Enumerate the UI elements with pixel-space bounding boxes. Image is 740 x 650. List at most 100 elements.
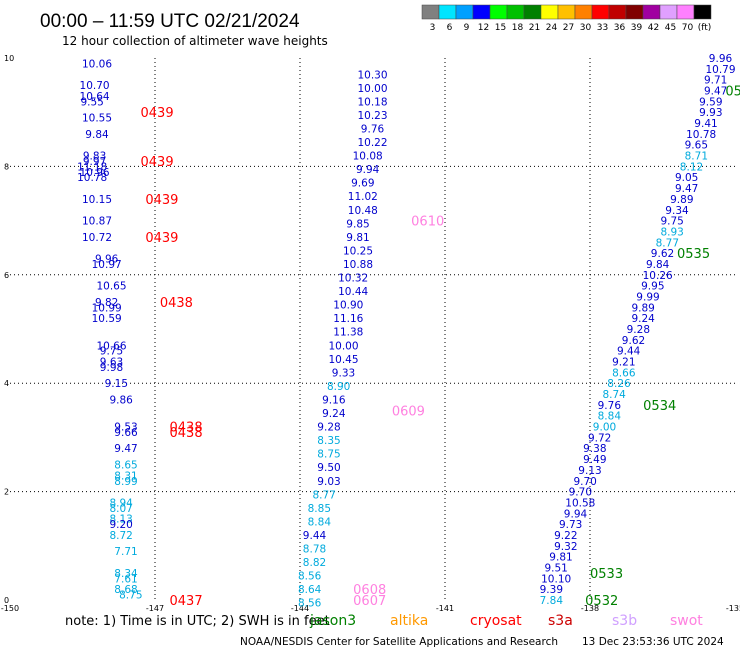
x-tick-label: -144 [291, 604, 309, 613]
wave-height-point: 9.13 [578, 465, 601, 477]
colorbar-swatch [472, 4, 491, 20]
colorbar-swatch [489, 4, 508, 20]
x-tick-label: -138 [581, 604, 599, 613]
wave-height-point: 9.84 [85, 129, 109, 141]
wave-height-point: 9.83 [83, 151, 106, 163]
wave-height-point: 9.55 [80, 96, 103, 108]
wave-height-point: 7.84 [540, 595, 564, 607]
wave-height-point: 9.22 [554, 530, 577, 542]
y-tick-label: 4 [4, 379, 9, 388]
wave-height-point: 8.90 [327, 381, 350, 393]
wave-height-point: 9.63 [100, 357, 123, 369]
pass-number-label: 053 [725, 85, 740, 100]
wave-height-point: 9.50 [317, 462, 340, 474]
colorbar-swatch [557, 4, 576, 20]
wave-height-point: 9.70 [573, 476, 596, 488]
wave-height-point: 9.66 [114, 427, 138, 439]
legend-item-s3a: s3a [548, 613, 573, 629]
pass-number-label: 0437 [170, 594, 203, 609]
wave-height-point: 10.00 [328, 340, 358, 352]
chart-subtitle: 12 hour collection of altimeter wave hei… [62, 34, 328, 48]
wave-height-point: 10.25 [343, 245, 373, 257]
wave-height-point: 8.84 [598, 411, 622, 423]
legend-item-s3b: s3b [612, 613, 637, 629]
colorbar-label: 33 [597, 23, 608, 33]
pass-number-label: 0609 [392, 404, 425, 419]
footer-credit: NOAA/NESDIS Center for Satellite Applica… [240, 636, 558, 648]
legend-item-jason3: jason3 [309, 613, 356, 629]
wave-height-point: 9.62 [651, 248, 674, 260]
colorbar-label: 42 [648, 23, 659, 33]
wave-height-point: 10.97 [92, 259, 122, 271]
wave-height-point: 10.32 [338, 273, 368, 285]
colorbar-label: 45 [665, 23, 676, 33]
wave-height-point: 8.34 [114, 568, 138, 580]
wave-height-point: 9.62 [622, 335, 645, 347]
x-tick-label: -135 [726, 604, 740, 613]
wave-height-point: 9.05 [675, 172, 698, 184]
colorbar-label: 6 [447, 23, 453, 33]
pass-number-label: 0608 [353, 583, 386, 598]
wave-height-point: 8.75 [317, 449, 340, 461]
colorbar-swatch [608, 4, 627, 20]
wave-height-point: 10.72 [82, 232, 112, 244]
wave-height-point: 8.78 [303, 544, 326, 556]
wave-height-point: 9.47 [704, 86, 727, 98]
colorbar-legend: 3 6 9 12 15 18 21 24 27 30 33 36 39 42 45 70 (ft) [421, 4, 712, 33]
wave-height-point: 8.85 [308, 503, 331, 515]
colorbar-swatch [642, 4, 661, 20]
colorbar-label: (ft) [698, 23, 712, 33]
colorbar-label: 9 [464, 23, 470, 33]
wave-height-point: 10.78 [686, 129, 716, 141]
satellite-legend: jason3 altika cryosat s3a s3b swot [309, 613, 703, 629]
wave-height-point: 8.07 [109, 503, 132, 515]
colorbar-label: 39 [631, 23, 643, 33]
wave-height-point: 9.21 [612, 357, 635, 369]
colorbar-swatch [625, 4, 644, 20]
wave-height-point: 10.96 [80, 167, 110, 179]
wave-height-point: 9.28 [627, 324, 650, 336]
wave-height-point: 10.87 [82, 216, 112, 228]
pass-number-label: 0532 [585, 594, 618, 609]
wave-height-point: 11.18 [77, 161, 107, 173]
wave-height-point: 9.76 [598, 400, 622, 412]
wave-height-point: 9.96 [709, 53, 733, 65]
wave-height-point: 9.51 [544, 562, 567, 574]
wave-height-point: 8.56 [298, 598, 322, 610]
wave-height-point: 10.06 [82, 58, 112, 70]
x-tick-label: -141 [436, 604, 454, 613]
wave-height-point: 10.55 [82, 113, 112, 125]
wave-height-point: 10.66 [96, 340, 126, 352]
colorbar-label: 24 [546, 23, 558, 33]
x-tick-label: -147 [146, 604, 164, 613]
wave-height-point: 8.71 [685, 151, 708, 163]
wave-height-point: 9.95 [641, 281, 664, 293]
y-tick-label: 8 [4, 162, 9, 171]
pass-number-label: 0439 [145, 231, 178, 246]
wave-height-point: 9.73 [559, 519, 582, 531]
wave-height-point: 10.99 [92, 302, 122, 314]
colorbar-label: 3 [430, 23, 436, 33]
wave-height-point: 8.13 [109, 514, 132, 526]
wave-height-point: 10.22 [357, 137, 387, 149]
colorbar-label: 27 [563, 23, 574, 33]
wave-height-point: 9.41 [694, 118, 717, 130]
wave-height-point: 9.24 [631, 313, 655, 325]
colorbar-swatch [693, 4, 712, 20]
wave-height-point: 8.77 [312, 489, 335, 501]
wave-height-point: 10.78 [77, 172, 107, 184]
pass-number-label: 0438 [160, 296, 193, 311]
wave-height-point: 9.59 [699, 96, 722, 108]
wave-height-point: 9.97 [83, 156, 106, 168]
legend-item-swot: swot [670, 613, 703, 629]
wave-height-point: 9.47 [675, 183, 698, 195]
wave-height-point: 10.65 [96, 281, 126, 293]
wave-height-point: 10.00 [357, 83, 387, 95]
x-tick-label: -150 [1, 604, 19, 613]
wave-height-point: 10.59 [92, 313, 122, 325]
colorbar-swatch [540, 4, 559, 20]
wave-height-point: 9.99 [636, 291, 659, 303]
pass-number-label: 0439 [141, 155, 174, 170]
wave-height-point: 10.64 [80, 91, 110, 103]
wave-height-point: 10.18 [357, 96, 387, 108]
